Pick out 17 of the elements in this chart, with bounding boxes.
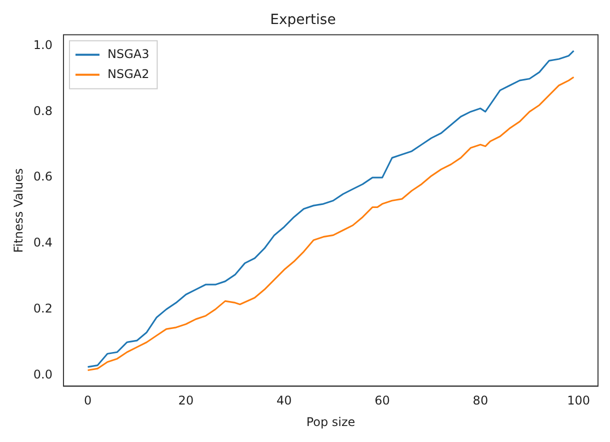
- y-tick-label: 0.0: [33, 367, 52, 382]
- y-tick-label: 0.2: [33, 301, 52, 316]
- x-tick-label: 100: [567, 394, 590, 408]
- y-tick-label: 1.0: [33, 38, 52, 52]
- x-tick-label: 20: [178, 394, 194, 408]
- legend-label: NSGA3: [107, 46, 150, 61]
- y-axis-title: Fitness Values: [11, 168, 26, 253]
- x-tick-label: 0: [84, 394, 92, 408]
- y-tick-label: 0.6: [33, 170, 52, 184]
- x-tick-label: 60: [374, 394, 390, 408]
- x-tick-label: 80: [472, 394, 488, 408]
- legend-label: NSGA2: [107, 66, 150, 81]
- x-axis-title: Pop size: [306, 414, 356, 429]
- y-tick-label: 0.4: [33, 236, 52, 250]
- chart-title: Expertise: [270, 12, 336, 28]
- x-tick-label: 40: [276, 394, 292, 408]
- y-tick-label: 0.8: [33, 104, 52, 118]
